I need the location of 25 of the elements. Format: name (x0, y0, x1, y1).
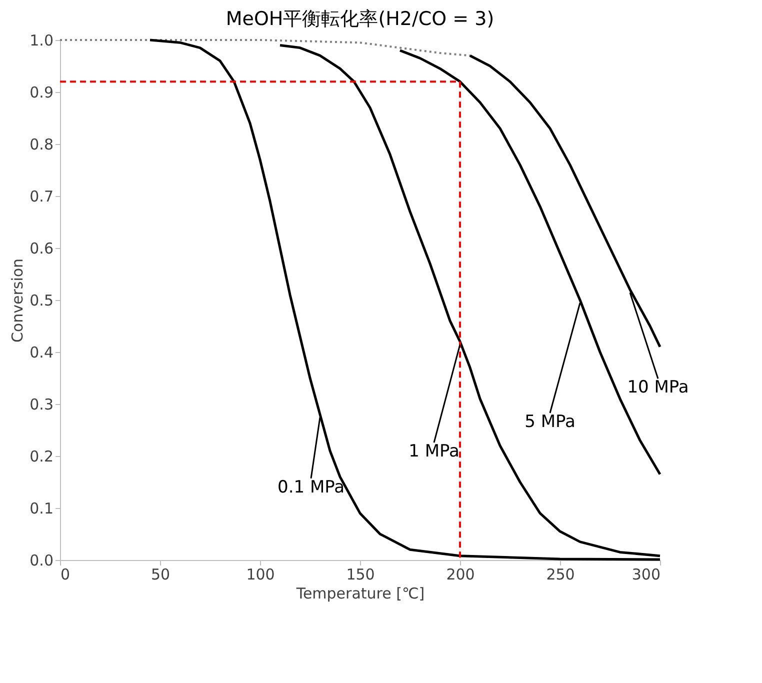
y-tick-label: 0.9 (30, 84, 54, 102)
x-tick-label: 300 (632, 566, 660, 584)
y-tick-label: 0.0 (30, 552, 54, 570)
x-tick-label: 150 (346, 566, 375, 584)
chart-title: MeOH平衡転化率(H2/CO = 3) (226, 8, 494, 30)
y-tick-label: 0.1 (30, 500, 54, 518)
y-tick-label: 0.7 (30, 188, 54, 206)
y-tick-label: 0.3 (30, 396, 54, 414)
y-tick-label: 0.2 (30, 448, 54, 466)
y-tick-label: 1.0 (30, 32, 54, 50)
x-tick-label: 200 (446, 566, 475, 584)
x-tick-label: 0 (60, 566, 70, 584)
x-axis-title: Temperature [℃] (295, 584, 425, 602)
annotation: 5 MPa (524, 412, 576, 432)
y-tick-label: 0.8 (30, 136, 54, 154)
annotation: 0.1 MPa (277, 477, 345, 498)
x-tick-label: 250 (546, 566, 575, 584)
y-tick-label: 0.6 (30, 240, 54, 258)
x-tick-label: 100 (246, 566, 275, 584)
y-axis-title: Conversion (8, 258, 27, 343)
annotation: 10 MPa (627, 378, 689, 398)
annotation: 1 MPa (408, 442, 460, 462)
y-tick-label: 0.5 (30, 292, 54, 310)
x-tick-label: 50 (150, 566, 170, 584)
y-tick-label: 0.4 (30, 344, 54, 362)
